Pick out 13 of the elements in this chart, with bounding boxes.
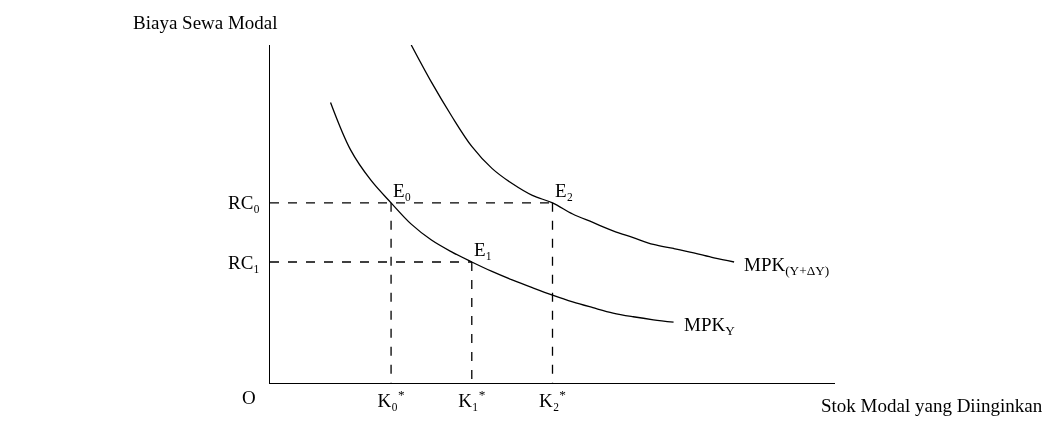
series-label: RC₀	[228, 192, 260, 213]
x-tick-label: K₂$^{*}$	[538, 386, 567, 411]
series-label: MPK$_{(Y+ΔY)}$	[744, 254, 830, 278]
annotation: E₁	[474, 239, 493, 260]
series-label: RC₁	[228, 252, 260, 273]
y-axis-title: Biaya Sewa Modal	[133, 12, 278, 33]
text: O	[242, 387, 256, 408]
series-label: MPK$_{Y}$	[684, 314, 736, 338]
x-tick-label: K₀$^{*}$	[377, 386, 405, 411]
annotation: E₀	[393, 180, 412, 201]
annotation: E₂	[555, 180, 574, 201]
x-axis-title: Stok Modal yang Diinginkan	[821, 395, 1043, 416]
x-tick-label: K₁$^{*}$	[458, 386, 486, 411]
